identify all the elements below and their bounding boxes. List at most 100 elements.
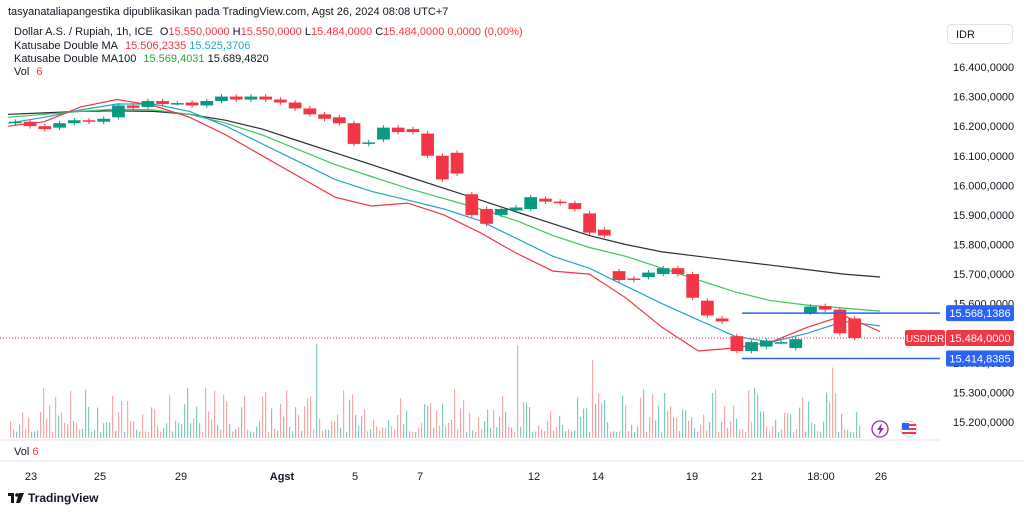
volume-bar bbox=[691, 417, 693, 438]
volume-bar bbox=[10, 421, 12, 438]
volume-bar bbox=[553, 430, 555, 438]
candle bbox=[436, 155, 449, 180]
lightning-icon[interactable] bbox=[871, 420, 889, 438]
volume-bar bbox=[436, 410, 438, 438]
candle bbox=[244, 96, 258, 100]
volume-bar bbox=[592, 360, 594, 438]
tradingview-logo-icon bbox=[8, 493, 24, 503]
volume-bar bbox=[511, 427, 513, 438]
volume-bar bbox=[769, 431, 771, 438]
x-tick-label: Agst bbox=[270, 471, 295, 483]
currency-button[interactable]: IDR bbox=[947, 24, 1013, 44]
volume-bar bbox=[532, 431, 534, 438]
ma2-name: Katusabe Double MA100 bbox=[14, 53, 137, 65]
volume-bar bbox=[469, 412, 471, 438]
volume-bar bbox=[19, 424, 21, 438]
ma-dark-line bbox=[7, 110, 881, 278]
ma2-legend[interactable]: Katusabe Double MA100 15.569,4031 15.689… bbox=[14, 52, 269, 66]
candle bbox=[450, 152, 464, 174]
us-flag-icon[interactable] bbox=[900, 420, 918, 438]
symbol-tag-bg bbox=[905, 329, 945, 346]
volume-bar bbox=[457, 429, 459, 438]
volume-bar bbox=[544, 431, 546, 438]
volume-bar bbox=[805, 431, 807, 438]
volume-bar bbox=[763, 411, 765, 438]
volume-bar bbox=[391, 426, 393, 438]
volume-bar bbox=[838, 431, 840, 438]
volume-bar bbox=[472, 430, 474, 438]
volume-bar bbox=[538, 425, 540, 438]
volume-bar bbox=[508, 426, 510, 438]
volume-bar bbox=[520, 426, 522, 438]
volume-bar bbox=[808, 401, 810, 438]
volume-bar bbox=[271, 408, 273, 438]
volume-bar bbox=[418, 427, 420, 438]
volume-bar bbox=[364, 409, 366, 438]
high-value: 15.550,0000 bbox=[240, 26, 302, 38]
volume-bar bbox=[16, 431, 18, 438]
volume-bar bbox=[739, 429, 741, 438]
volume-bar bbox=[730, 421, 732, 438]
volume-bar bbox=[421, 423, 423, 438]
volume-bar bbox=[94, 429, 96, 438]
volume-bar bbox=[682, 409, 684, 438]
ma1-legend[interactable]: Katusabe Double MA 15.506,2335 15.525,37… bbox=[14, 39, 250, 53]
candle bbox=[200, 101, 214, 106]
volume-bar bbox=[268, 431, 270, 438]
volume-bar bbox=[46, 418, 48, 438]
volume-bar bbox=[640, 397, 642, 438]
volume-bar bbox=[244, 395, 246, 438]
ma1-value-2: 15.525,3706 bbox=[189, 40, 251, 52]
open-label: O bbox=[159, 26, 169, 38]
x-tick-label: 19 bbox=[686, 471, 698, 483]
ma-blue-line bbox=[7, 103, 881, 343]
candle bbox=[421, 133, 434, 156]
volume-bar bbox=[610, 431, 612, 438]
candle bbox=[524, 197, 538, 209]
y-tick-label: 15.200,0000 bbox=[953, 417, 1014, 429]
volume-bar bbox=[370, 429, 372, 438]
candle bbox=[848, 318, 861, 338]
volume-bar bbox=[616, 431, 618, 438]
volume-bar bbox=[283, 416, 285, 438]
candle bbox=[347, 123, 361, 144]
volume-bar bbox=[139, 431, 141, 438]
volume-bar bbox=[280, 403, 282, 438]
volume-bar bbox=[220, 429, 222, 438]
volume-bar bbox=[403, 424, 405, 438]
candle bbox=[804, 306, 817, 313]
volume-bar bbox=[373, 419, 375, 438]
volume-bar bbox=[622, 395, 624, 438]
volume-bar bbox=[151, 407, 153, 438]
volume-bar bbox=[121, 400, 123, 438]
volume-bar bbox=[115, 430, 117, 438]
tradingview-brand[interactable]: TradingView bbox=[8, 491, 98, 505]
volume-bar bbox=[820, 431, 822, 438]
candle bbox=[126, 105, 140, 108]
volume-bar bbox=[598, 393, 600, 438]
volume-bar bbox=[454, 388, 456, 438]
volume-bar bbox=[334, 421, 336, 438]
volume-bar bbox=[586, 408, 588, 438]
volume-bar bbox=[829, 402, 831, 438]
volume-bar bbox=[583, 408, 585, 438]
candle bbox=[671, 268, 685, 275]
volume-bar bbox=[217, 425, 219, 438]
volume-bar bbox=[340, 427, 342, 438]
candle bbox=[833, 309, 847, 334]
low-value: 15.484,0000 bbox=[310, 26, 373, 38]
price-tag: 15.568,1386 bbox=[949, 308, 1010, 320]
y-tick-label: 16.200,0000 bbox=[953, 121, 1014, 133]
y-tick-label: 16.300,0000 bbox=[953, 92, 1014, 104]
x-axis: 23 25 29 Agst 5 7 12 14 19 21 18:00 26 bbox=[25, 471, 887, 483]
volume-bar bbox=[265, 391, 267, 438]
volume-bar bbox=[784, 412, 786, 438]
volume-bar bbox=[304, 406, 306, 438]
volume-bar bbox=[619, 431, 621, 438]
volume-bar bbox=[742, 429, 744, 438]
volume-legend[interactable]: Vol 6 bbox=[14, 65, 42, 79]
volume-bar bbox=[502, 396, 504, 438]
candle bbox=[229, 96, 243, 100]
volume-bar bbox=[136, 429, 138, 438]
